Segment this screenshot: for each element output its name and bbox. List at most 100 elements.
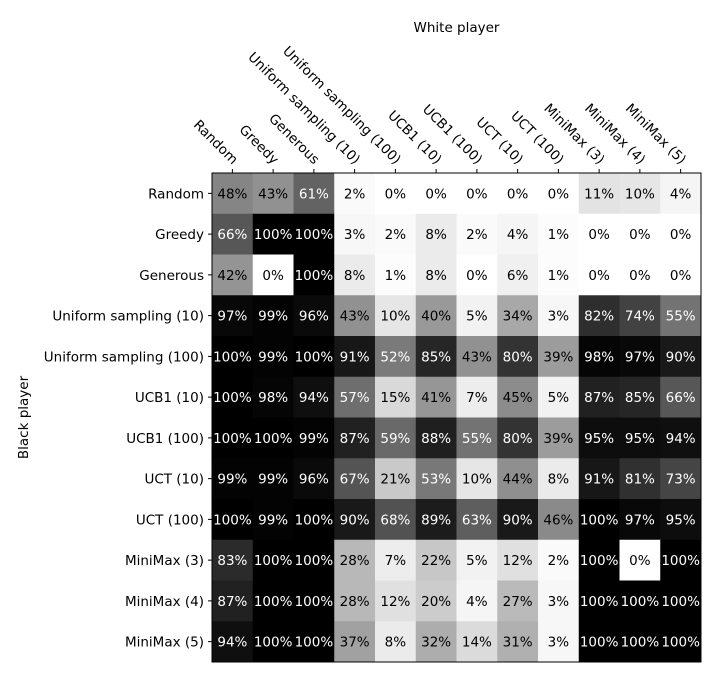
heatmap-cell-r2-c10 — [578, 213, 620, 255]
cell-label-r11-c1: 87% — [217, 594, 247, 610]
heatmap-cell-r6-c10 — [578, 376, 620, 418]
heatmap-cell-r4-c4 — [334, 295, 376, 337]
cell-label-r6-c4: 57% — [340, 390, 370, 406]
heatmap-cell-r9-c12 — [660, 499, 702, 541]
heatmap-cell-r1-c3 — [293, 173, 335, 215]
heatmap-cell-r1-c1 — [212, 173, 254, 215]
cell-label-r8-c1: 99% — [217, 472, 247, 488]
cell-label-r9-c9: 46% — [543, 512, 573, 528]
cell-label-r12-c6: 32% — [421, 635, 451, 651]
heatmap-cell-r10-c4 — [334, 539, 376, 581]
cell-label-r12-c8: 31% — [503, 635, 533, 651]
cell-label-r10-c9: 2% — [548, 553, 570, 569]
cell-label-r7-c2: 100% — [254, 431, 293, 447]
cell-label-r11-c8: 27% — [503, 594, 533, 610]
heatmap-cell-r11-c11 — [619, 580, 661, 622]
heatmap-cell-r8-c12 — [660, 458, 702, 500]
heatmap-cell-r10-c9 — [538, 539, 580, 581]
heatmap-cell-r9-c8 — [497, 499, 539, 541]
heatmap-cell-r7-c3 — [293, 417, 335, 459]
heatmap-cell-r9-c5 — [375, 499, 417, 541]
heatmap-cell-r3-c3 — [293, 254, 335, 296]
heatmap-cell-r1-c6 — [415, 173, 457, 215]
cell-label-r4-c2: 99% — [258, 309, 288, 325]
heatmap-cell-r5-c11 — [619, 336, 661, 378]
y-tick-label-ucb1-100: UCB1 (100) — [126, 431, 204, 447]
cell-label-r10-c12: 100% — [661, 553, 700, 569]
cell-label-r11-c11: 100% — [621, 594, 660, 610]
cell-label-r1-c10: 11% — [584, 186, 614, 202]
cell-label-r6-c7: 7% — [466, 390, 488, 406]
heatmap-cell-r9-c4 — [334, 499, 376, 541]
heatmap-cell-r2-c12 — [660, 213, 702, 255]
cell-label-r4-c1: 97% — [217, 309, 247, 325]
y-tick-label-uct-10: UCT (10) — [144, 472, 204, 488]
heatmap-cell-r10-c1 — [212, 539, 254, 581]
heatmap-cell-r4-c5 — [375, 295, 417, 337]
plot-frame — [211, 172, 702, 663]
cell-label-r1-c4: 2% — [344, 186, 366, 202]
heatmap-cell-r5-c2 — [252, 336, 294, 378]
cell-label-r9-c5: 68% — [380, 512, 410, 528]
cell-label-r3-c7: 0% — [466, 268, 488, 284]
cell-label-r6-c9: 5% — [548, 390, 570, 406]
heatmap-cell-r3-c9 — [538, 254, 580, 296]
cell-label-r9-c4: 90% — [340, 512, 370, 528]
y-tick-label-uniform-sampling-100: Uniform sampling (100) — [44, 349, 204, 365]
heatmap-cell-r6-c9 — [538, 376, 580, 418]
cell-label-r2-c4: 3% — [344, 227, 366, 243]
heatmap-cell-r11-c9 — [538, 580, 580, 622]
cell-label-r11-c6: 20% — [421, 594, 451, 610]
cell-label-r6-c11: 85% — [625, 390, 655, 406]
heatmap-cell-r7-c6 — [415, 417, 457, 459]
cell-label-r6-c2: 98% — [258, 390, 288, 406]
cell-label-r5-c9: 39% — [543, 349, 573, 365]
cell-label-r2-c10: 0% — [588, 227, 610, 243]
heatmap-cell-r10-c7 — [456, 539, 498, 581]
cell-label-r12-c10: 100% — [580, 635, 619, 651]
heatmap-cell-r12-c9 — [538, 621, 580, 663]
heatmap-cell-r7-c10 — [578, 417, 620, 459]
heatmap-cell-r3-c7 — [456, 254, 498, 296]
cell-label-r11-c12: 100% — [661, 594, 700, 610]
y-tick-label-ucb1-10: UCB1 (10) — [135, 390, 204, 406]
heatmap-cell-r1-c8 — [497, 173, 539, 215]
cell-label-r9-c12: 95% — [666, 512, 696, 528]
cell-label-r10-c8: 12% — [503, 553, 533, 569]
heatmap-cell-r6-c8 — [497, 376, 539, 418]
heatmap-cell-r12-c2 — [252, 621, 294, 663]
heatmap-cell-r12-c6 — [415, 621, 457, 663]
heatmap-cell-r11-c7 — [456, 580, 498, 622]
cell-label-r5-c3: 100% — [295, 349, 334, 365]
cell-label-r3-c12: 0% — [670, 268, 692, 284]
heatmap-cell-r2-c3 — [293, 213, 335, 255]
cell-label-r7-c5: 59% — [380, 431, 410, 447]
cell-label-r3-c4: 8% — [344, 268, 366, 284]
heatmap-cell-r8-c10 — [578, 458, 620, 500]
cell-label-r11-c10: 100% — [580, 594, 619, 610]
heatmap-cell-r6-c4 — [334, 376, 376, 418]
cell-label-r8-c5: 21% — [380, 472, 410, 488]
cell-label-r10-c10: 100% — [580, 553, 619, 569]
cell-label-r9-c1: 100% — [213, 512, 252, 528]
heatmap-cell-r4-c8 — [497, 295, 539, 337]
cell-label-r10-c11: 0% — [629, 553, 651, 569]
cell-label-r8-c12: 73% — [666, 472, 696, 488]
heatmap-cell-r8-c7 — [456, 458, 498, 500]
heatmap-cell-r7-c1 — [212, 417, 254, 459]
heatmap-cell-r7-c2 — [252, 417, 294, 459]
heatmap-cell-r11-c4 — [334, 580, 376, 622]
cell-label-r9-c6: 89% — [421, 512, 451, 528]
cell-label-r5-c7: 43% — [462, 349, 492, 365]
heatmap-cell-r6-c2 — [252, 376, 294, 418]
heatmap-cell-r1-c11 — [619, 173, 661, 215]
heatmap-cell-r10-c12 — [660, 539, 702, 581]
heatmap-cell-r4-c3 — [293, 295, 335, 337]
heatmap-cell-r2-c8 — [497, 213, 539, 255]
cell-label-r12-c4: 37% — [340, 635, 370, 651]
heatmap-cell-r11-c1 — [212, 580, 254, 622]
cell-label-r4-c10: 82% — [584, 309, 614, 325]
cell-label-r8-c9: 8% — [548, 472, 570, 488]
cell-label-r7-c12: 94% — [666, 431, 696, 447]
